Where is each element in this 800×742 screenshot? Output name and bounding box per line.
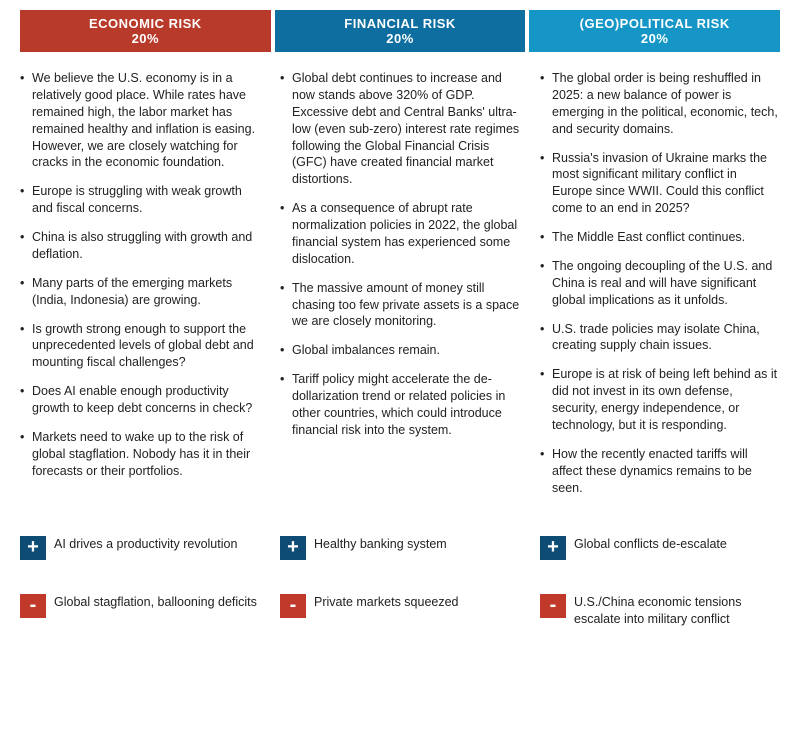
bullet-item: The massive amount of money still chasin… xyxy=(280,280,520,331)
plus-item: + Healthy banking system xyxy=(280,536,520,576)
minus-item: - Global stagflation, ballooning deficit… xyxy=(20,594,260,634)
risk-tabs: ECONOMIC RISK 20% FINANCIAL RISK 20% (GE… xyxy=(20,10,780,52)
bullet-item: The Middle East conflict continues. xyxy=(540,229,780,246)
bullet-list: The global order is being reshuffled in … xyxy=(540,70,780,496)
pm-col-political: + Global conflicts de-escalate - U.S./Ch… xyxy=(540,536,780,652)
tab-title: FINANCIAL RISK xyxy=(344,16,455,31)
minus-icon: - xyxy=(20,594,46,618)
tab-financial: FINANCIAL RISK 20% xyxy=(275,10,526,52)
plus-icon: + xyxy=(280,536,306,560)
bullet-item: Russia's invasion of Ukraine marks the m… xyxy=(540,150,780,218)
plus-text: AI drives a productivity revolution xyxy=(54,536,237,553)
bullet-item: We believe the U.S. economy is in a rela… xyxy=(20,70,260,171)
bullet-item: Many parts of the emerging markets (Indi… xyxy=(20,275,260,309)
minus-text: U.S./China economic tensions escalate in… xyxy=(574,594,780,628)
plus-text: Healthy banking system xyxy=(314,536,447,553)
bullet-item: U.S. trade policies may isolate China, c… xyxy=(540,321,780,355)
minus-icon: - xyxy=(540,594,566,618)
bullet-list: Global debt continues to increase and no… xyxy=(280,70,520,439)
column-political: The global order is being reshuffled in … xyxy=(540,70,780,508)
bullet-item: Is growth strong enough to support the u… xyxy=(20,321,260,372)
plus-item: + AI drives a productivity revolution xyxy=(20,536,260,576)
bullet-columns: We believe the U.S. economy is in a rela… xyxy=(20,70,780,508)
tab-title: (GEO)POLITICAL RISK xyxy=(580,16,730,31)
plus-icon: + xyxy=(20,536,46,560)
tab-pct: 20% xyxy=(24,31,267,46)
bullet-item: Tariff policy might accelerate the de-do… xyxy=(280,371,520,439)
column-financial: Global debt continues to increase and no… xyxy=(280,70,520,508)
plus-item: + Global conflicts de-escalate xyxy=(540,536,780,576)
bullet-item: The ongoing decoupling of the U.S. and C… xyxy=(540,258,780,309)
tab-pct: 20% xyxy=(279,31,522,46)
bullet-item: China is also struggling with growth and… xyxy=(20,229,260,263)
plus-text: Global conflicts de-escalate xyxy=(574,536,727,553)
tab-political: (GEO)POLITICAL RISK 20% xyxy=(529,10,780,52)
plus-icon: + xyxy=(540,536,566,560)
pm-col-economic: + AI drives a productivity revolution - … xyxy=(20,536,260,652)
bullet-item: Global debt continues to increase and no… xyxy=(280,70,520,188)
bullet-item: Europe is struggling with weak growth an… xyxy=(20,183,260,217)
column-economic: We believe the U.S. economy is in a rela… xyxy=(20,70,260,508)
minus-text: Private markets squeezed xyxy=(314,594,459,611)
bullet-item: Europe is at risk of being left behind a… xyxy=(540,366,780,434)
bullet-item: Does AI enable enough productivity growt… xyxy=(20,383,260,417)
plus-minus-grid: + AI drives a productivity revolution - … xyxy=(20,536,780,652)
tab-pct: 20% xyxy=(533,31,776,46)
tab-economic: ECONOMIC RISK 20% xyxy=(20,10,271,52)
bullet-item: As a consequence of abrupt rate normaliz… xyxy=(280,200,520,268)
tab-title: ECONOMIC RISK xyxy=(89,16,202,31)
bullet-item: Markets need to wake up to the risk of g… xyxy=(20,429,260,480)
minus-icon: - xyxy=(280,594,306,618)
pm-col-financial: + Healthy banking system - Private marke… xyxy=(280,536,520,652)
bullet-item: How the recently enacted tariffs will af… xyxy=(540,446,780,497)
bullet-item: The global order is being reshuffled in … xyxy=(540,70,780,138)
bullet-list: We believe the U.S. economy is in a rela… xyxy=(20,70,260,480)
minus-item: - Private markets squeezed xyxy=(280,594,520,634)
minus-text: Global stagflation, ballooning deficits xyxy=(54,594,257,611)
minus-item: - U.S./China economic tensions escalate … xyxy=(540,594,780,634)
bullet-item: Global imbalances remain. xyxy=(280,342,520,359)
